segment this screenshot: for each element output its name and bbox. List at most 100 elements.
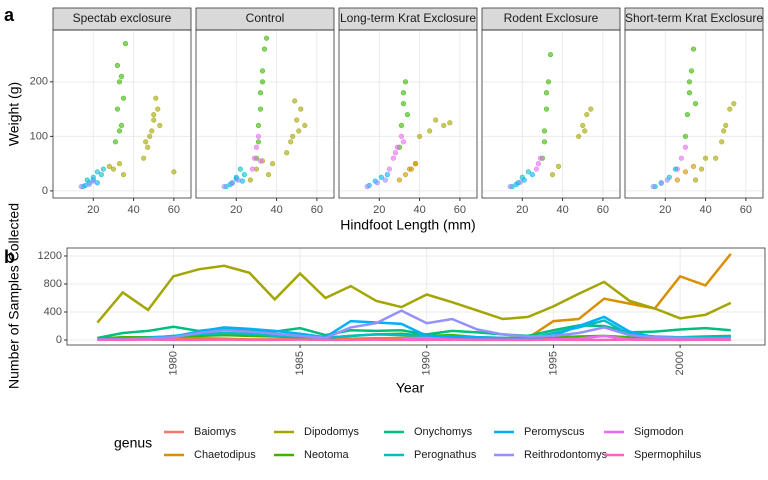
point xyxy=(290,133,296,139)
point xyxy=(120,95,127,101)
x-tick-label: 20 xyxy=(516,204,528,216)
strip-title: Long-term Krat Exclosure xyxy=(340,11,476,25)
point xyxy=(116,128,123,134)
point xyxy=(398,122,405,129)
point xyxy=(537,155,544,161)
point xyxy=(698,166,705,172)
point xyxy=(684,111,691,118)
point xyxy=(84,177,90,183)
point xyxy=(90,178,96,184)
point xyxy=(692,177,699,183)
point xyxy=(650,183,656,190)
point xyxy=(702,155,709,161)
point xyxy=(690,46,697,52)
x-tick-label: 1980 xyxy=(167,351,179,375)
point xyxy=(241,171,247,178)
point xyxy=(390,155,396,161)
point xyxy=(400,101,407,107)
point xyxy=(151,117,157,123)
point xyxy=(686,79,693,85)
panel-label: b xyxy=(4,247,15,267)
point xyxy=(100,166,106,172)
point xyxy=(257,158,264,164)
point xyxy=(374,180,380,186)
panel-border xyxy=(338,29,478,199)
point xyxy=(584,111,590,118)
point xyxy=(398,133,405,139)
point xyxy=(149,128,155,134)
point xyxy=(94,169,100,175)
point xyxy=(545,79,552,85)
point xyxy=(580,122,586,129)
y-tick-label: 0 xyxy=(42,185,48,197)
panel-border xyxy=(66,247,766,346)
point xyxy=(157,122,163,129)
legend-label: Baiomys xyxy=(194,426,237,438)
point xyxy=(412,161,419,167)
x-tick-label: 60 xyxy=(311,204,323,216)
point xyxy=(549,171,556,178)
strip-title: Short-term Krat Exclosure xyxy=(625,11,763,25)
y-tick-label: 1200 xyxy=(38,250,62,262)
point xyxy=(433,117,439,123)
x-tick-label: 60 xyxy=(168,204,180,216)
point xyxy=(543,90,550,96)
legend-label: Spermophilus xyxy=(634,449,702,461)
legend-label: Sigmodon xyxy=(634,426,684,438)
point xyxy=(404,111,411,118)
point xyxy=(533,166,539,172)
x-axis-title: Hindfoot Length (mm) xyxy=(340,217,475,233)
point xyxy=(110,166,117,172)
point xyxy=(588,106,594,112)
point xyxy=(249,166,256,172)
point xyxy=(382,177,388,183)
point xyxy=(237,166,243,172)
point xyxy=(255,122,262,129)
point xyxy=(400,90,407,96)
point xyxy=(402,171,409,178)
point xyxy=(364,183,370,190)
point xyxy=(114,62,121,69)
strip-title: Rodent Exclosure xyxy=(504,11,599,25)
point xyxy=(229,180,235,186)
x-tick-label: 2000 xyxy=(674,351,686,375)
x-tick-label: 20 xyxy=(230,204,242,216)
point xyxy=(678,155,685,161)
point xyxy=(682,169,689,175)
point xyxy=(525,169,531,175)
y-axis-title: Number of Samples Collected xyxy=(6,203,22,389)
legend-label: Neotoma xyxy=(304,449,350,461)
point xyxy=(517,179,523,185)
point xyxy=(547,51,554,58)
point xyxy=(672,166,678,172)
point xyxy=(118,122,125,129)
legend-label: Perognathus xyxy=(414,449,477,461)
point xyxy=(731,101,737,107)
point xyxy=(664,177,670,183)
point xyxy=(255,139,262,145)
point xyxy=(106,163,113,169)
point xyxy=(513,181,519,187)
point xyxy=(259,68,266,74)
x-tick-label: 40 xyxy=(699,204,711,216)
x-tick-label: 20 xyxy=(659,204,671,216)
point xyxy=(141,155,147,161)
point xyxy=(541,128,548,134)
x-tick-label: 60 xyxy=(597,204,609,216)
point xyxy=(302,122,308,129)
point xyxy=(396,177,403,183)
point xyxy=(692,101,699,107)
point xyxy=(98,171,104,178)
point xyxy=(674,177,680,183)
point xyxy=(265,171,272,178)
x-tick-label: 20 xyxy=(87,204,99,216)
point xyxy=(143,139,149,145)
x-tick-label: 1990 xyxy=(421,351,433,375)
x-tick-label: 60 xyxy=(740,204,752,216)
legend-label: Chaetodipus xyxy=(194,449,256,461)
x-tick-label: 40 xyxy=(556,204,568,216)
point xyxy=(261,46,268,52)
series-line xyxy=(97,315,731,341)
point xyxy=(713,155,719,161)
series-line xyxy=(97,253,732,341)
